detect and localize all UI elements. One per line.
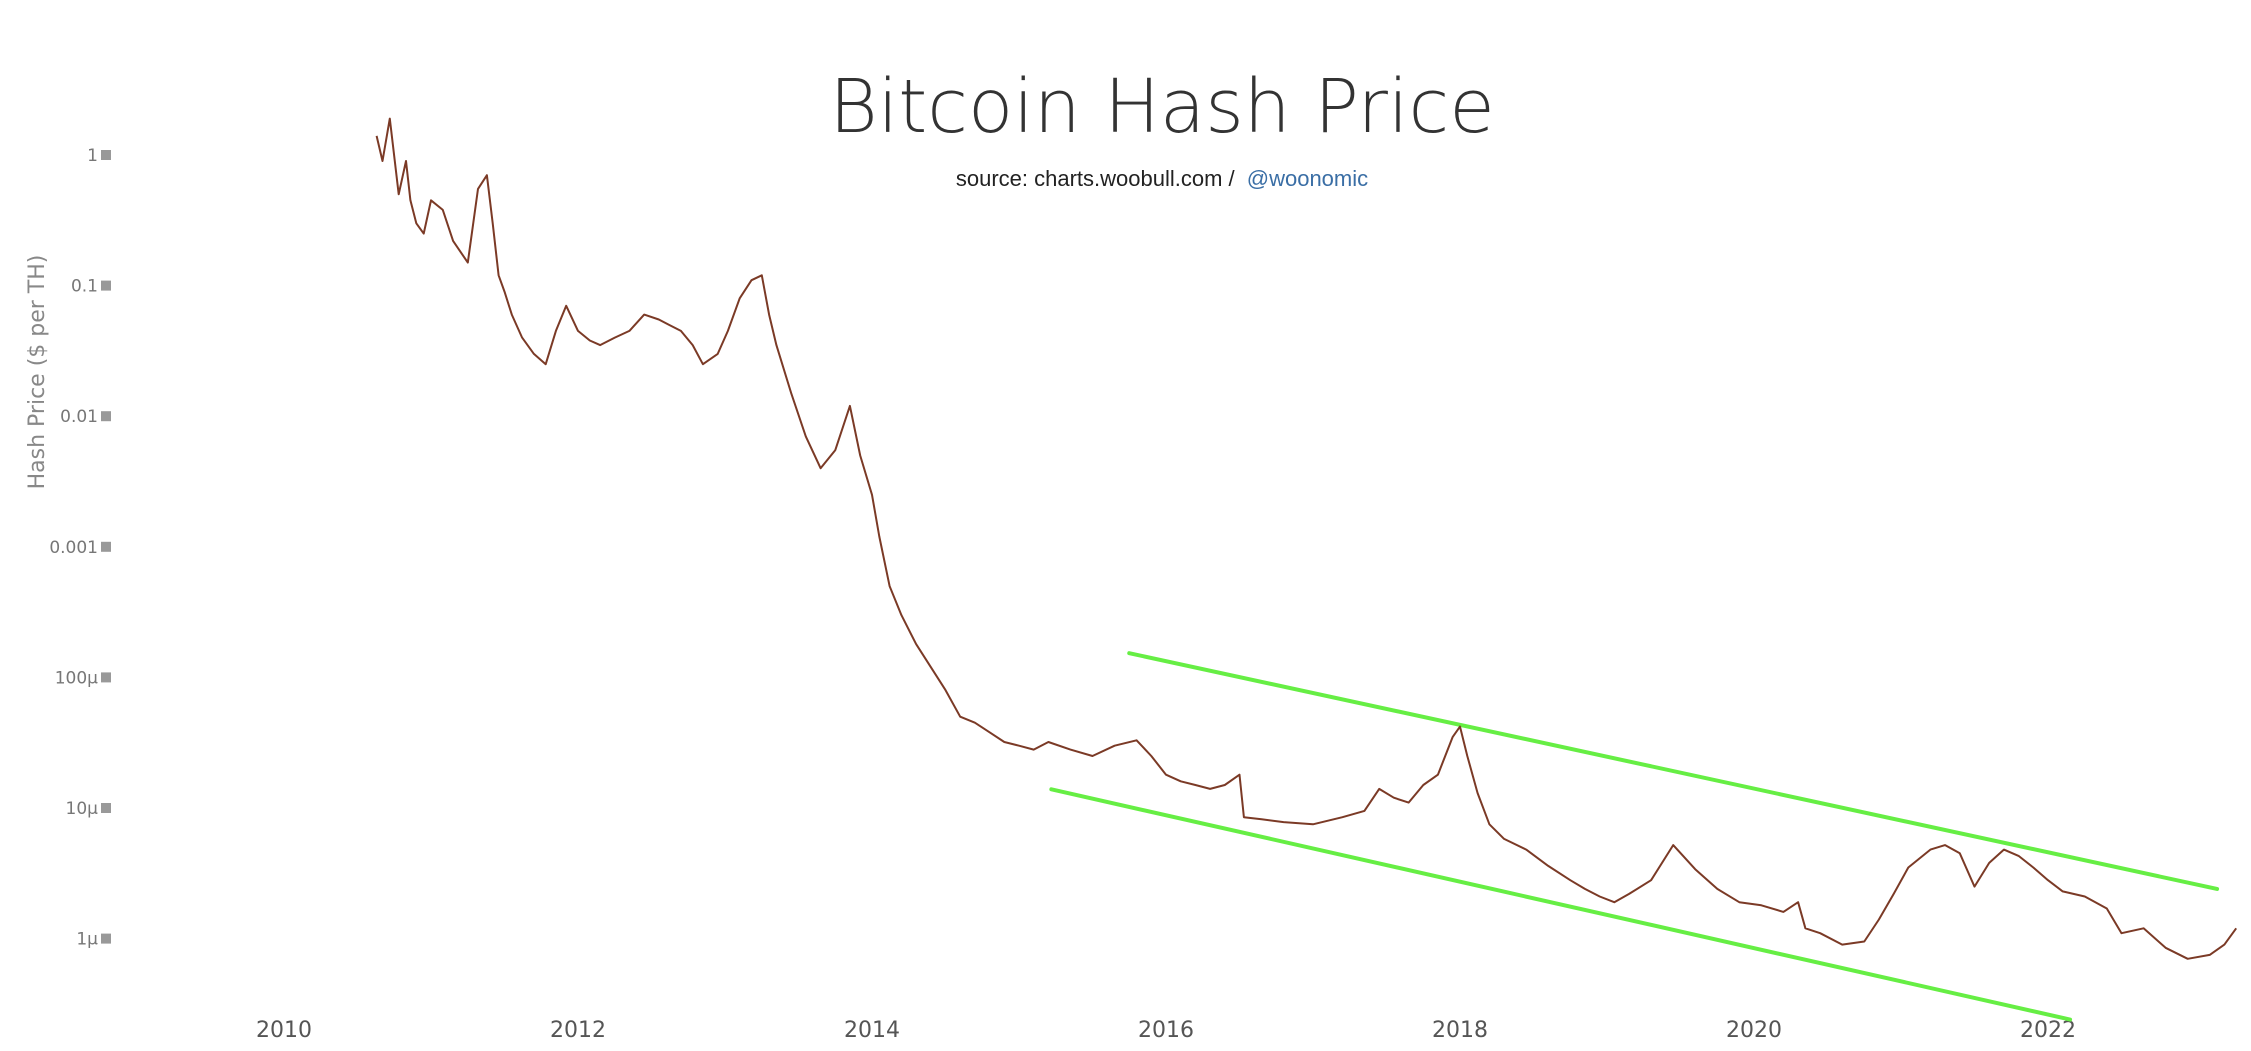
y-tick-marker [101,933,111,944]
x-axis-ticks: 2010 2012 2014 2016 2018 2020 2022 [256,1018,2076,1043]
series-group [375,117,2238,960]
woonomic-link[interactable]: @woonomic [1247,166,1368,191]
y-tick-marker [101,150,111,160]
trend-channel [1049,651,2220,1022]
y-tick-marker [101,411,111,422]
y-tick-marker [101,672,111,683]
y-tick-label: 0.01 [60,407,98,427]
chart-subtitle: source: charts.woobull.com / @woonomic [956,166,1368,191]
y-tick-label: 10μ [66,799,99,819]
x-tick-label: 2016 [1138,1018,1194,1043]
y-tick-marker [101,803,111,813]
chart-title: Bitcoin Hash Price [829,64,1494,150]
y-tick-marker [101,280,111,291]
hash-price-line [375,117,2238,960]
lower-trendline [1049,787,2073,1022]
x-tick-label: 2014 [844,1018,900,1043]
y-tick-label: 0.1 [71,277,98,297]
y-tick-marker [101,541,111,552]
y-tick-label: 1 [87,146,98,166]
subtitle-source: source: charts.woobull.com / [956,166,1236,191]
y-tick-label: 1μ [76,930,98,950]
y-axis-label: Hash Price ($ per TH) [25,255,50,490]
x-tick-label: 2018 [1432,1018,1488,1043]
y-axis-ticks: 1 0.1 0.01 0.001 100μ 10μ 1μ [49,146,111,950]
x-tick-label: 2010 [256,1018,312,1043]
x-tick-label: 2022 [2020,1018,2076,1043]
upper-trendline [1127,651,2220,891]
x-tick-label: 2020 [1726,1018,1782,1043]
y-tick-label: 0.001 [49,538,98,558]
x-tick-label: 2012 [550,1018,606,1043]
y-tick-label: 100μ [55,668,98,688]
